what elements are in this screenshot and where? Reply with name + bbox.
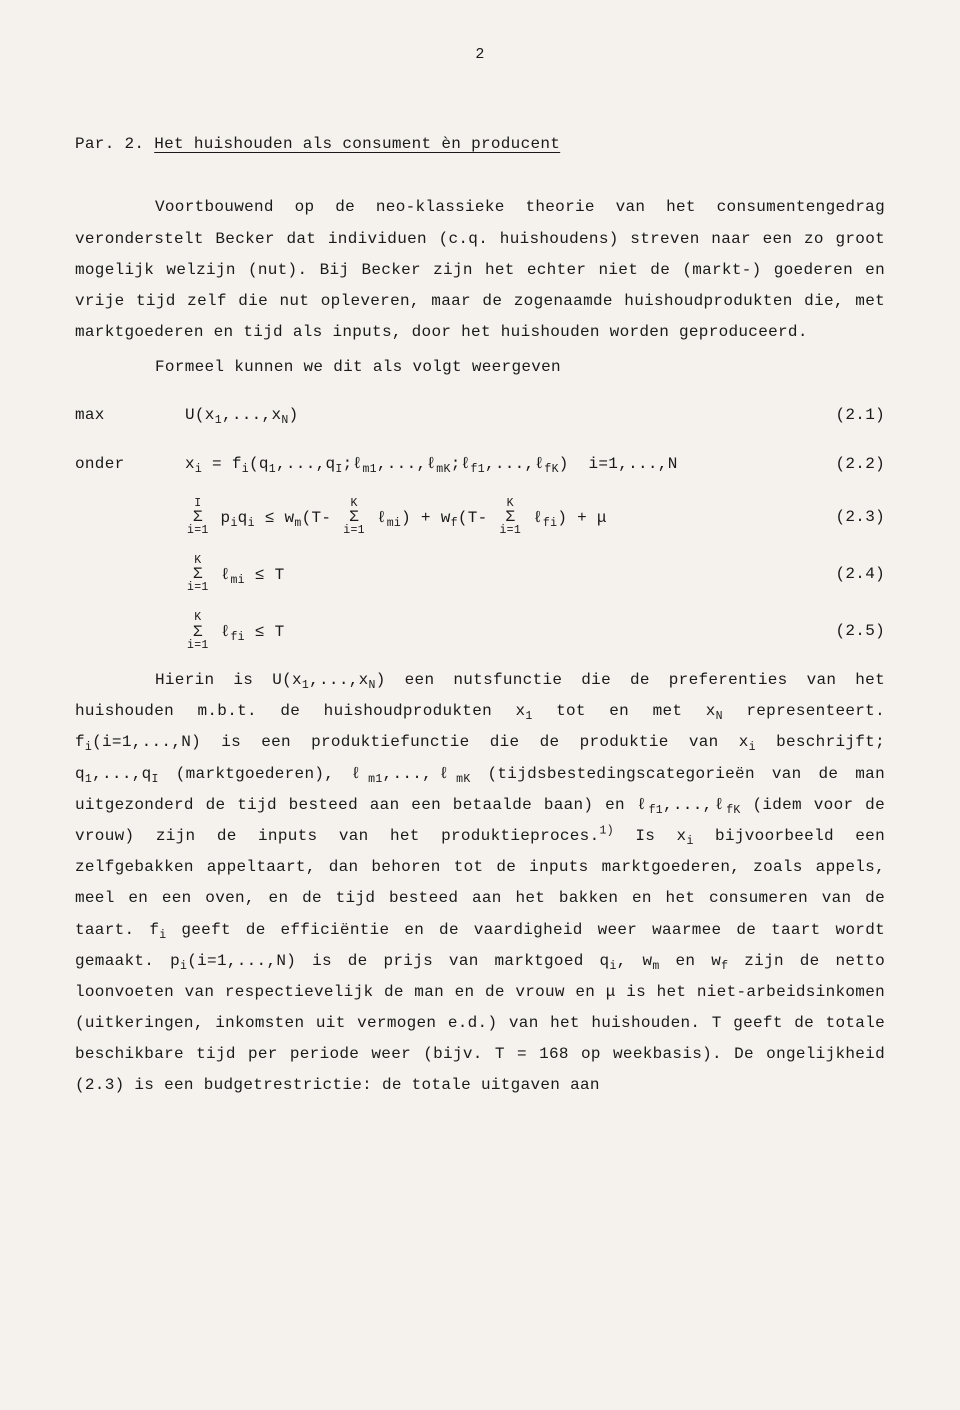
eq-body: xi = fi(q1,...,qI;ℓm1,...,ℓmK;ℓf1,...,ℓf… bbox=[185, 449, 815, 480]
eq-tag: (2.2) bbox=[815, 449, 885, 480]
sigma-icon: K Σ i=1 bbox=[499, 498, 521, 537]
paragraph-1b: Formeel kunnen we dit als volgt weergeve… bbox=[75, 352, 885, 383]
paragraph-2: Hierin is U(x1,...,xN) een nutsfunctie d… bbox=[75, 665, 885, 1102]
equation-2-5: K Σ i=1 ℓfi ≤ T (2.5) bbox=[75, 612, 885, 651]
sigma-icon: K Σ i=1 bbox=[343, 498, 365, 537]
equation-block: max U(x1,...,xN) (2.1) onder xi = fi(q1,… bbox=[75, 400, 885, 651]
paragraph-1: Voortbouwend op de neo-klassieke theorie… bbox=[75, 192, 885, 348]
eq-tag: (2.3) bbox=[815, 508, 885, 526]
eq-body: U(x1,...,xN) bbox=[185, 400, 815, 431]
eq-label: max bbox=[75, 400, 185, 431]
sigma-icon: K Σ i=1 bbox=[187, 612, 209, 651]
eq-body: K Σ i=1 ℓmi ≤ T bbox=[185, 555, 815, 594]
eq-tag: (2.4) bbox=[815, 565, 885, 583]
equation-2-2: onder xi = fi(q1,...,qI;ℓm1,...,ℓmK;ℓf1,… bbox=[75, 449, 885, 480]
eq-body: K Σ i=1 ℓfi ≤ T bbox=[185, 612, 815, 651]
page-container: 2 Par. 2. Het huishouden als consument è… bbox=[0, 0, 960, 1146]
page-number: 2 bbox=[75, 40, 885, 69]
eq-label: onder bbox=[75, 449, 185, 480]
sigma-icon: K Σ i=1 bbox=[187, 555, 209, 594]
equation-2-3: I Σ i=1 piqi ≤ wm(T- K Σ i=1 ℓmi) + wf(T… bbox=[75, 498, 885, 537]
equation-2-4: K Σ i=1 ℓmi ≤ T (2.4) bbox=[75, 555, 885, 594]
eq-tag: (2.5) bbox=[815, 622, 885, 640]
equation-2-1: max U(x1,...,xN) (2.1) bbox=[75, 400, 885, 431]
section-label: Par. 2. bbox=[75, 135, 144, 153]
section-title: Het huishouden als consument èn producen… bbox=[154, 135, 560, 153]
sigma-icon: I Σ i=1 bbox=[187, 498, 209, 537]
eq-body: I Σ i=1 piqi ≤ wm(T- K Σ i=1 ℓmi) + wf(T… bbox=[185, 498, 815, 537]
section-header: Par. 2. Het huishouden als consument èn … bbox=[75, 129, 885, 160]
eq-tag: (2.1) bbox=[815, 400, 885, 431]
